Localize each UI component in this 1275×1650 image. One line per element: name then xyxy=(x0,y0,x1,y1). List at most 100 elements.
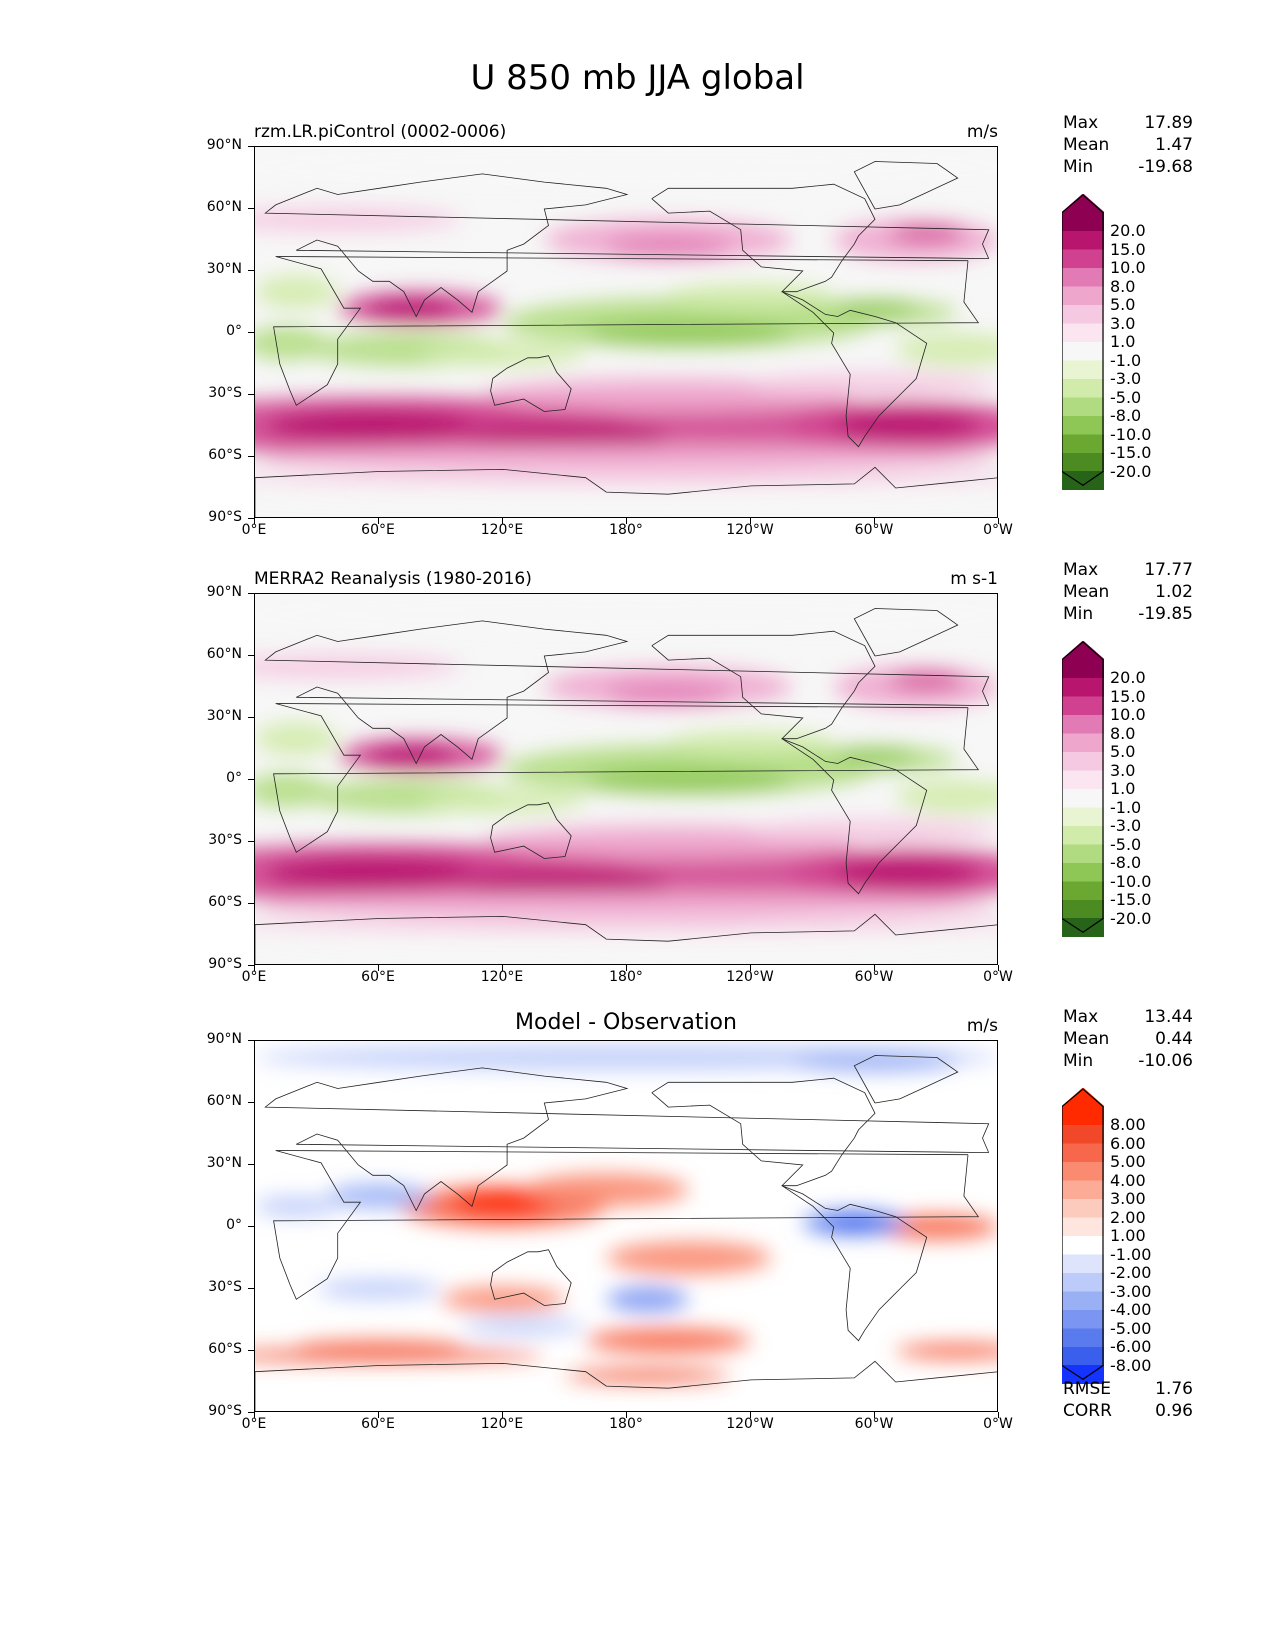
stat-mean-value: 1.02 xyxy=(1155,582,1193,602)
colorbar-segment xyxy=(1062,249,1104,269)
colorbar-segment xyxy=(1062,1365,1104,1384)
field-contour-blob xyxy=(668,283,834,309)
field-contour-blob xyxy=(751,819,997,845)
colorbar-level-label: 4.00 xyxy=(1110,1170,1146,1190)
colorbar-level-label: 20.0 xyxy=(1110,221,1146,240)
colorbar-level-label: 20.0 xyxy=(1110,668,1146,687)
stat-min-label: Min xyxy=(1063,604,1094,624)
colorbar-segment xyxy=(1062,1273,1104,1292)
x-tick-label: 0°E xyxy=(241,1416,267,1432)
colorbar-level-label: -3.0 xyxy=(1110,816,1142,835)
colorbar-level-label: 10.0 xyxy=(1110,258,1146,277)
colorbar xyxy=(1062,194,1104,490)
colorbar-level-label: 5.0 xyxy=(1110,742,1136,761)
field-contour-blob xyxy=(364,297,456,319)
colorbar-segment xyxy=(1062,641,1104,679)
field-contour-blob xyxy=(451,1189,555,1215)
field-contour-blob xyxy=(255,275,338,309)
map-svg xyxy=(255,147,997,517)
colorbar-segment xyxy=(1062,1088,1104,1126)
stat-min-label: Min xyxy=(1063,157,1094,177)
field-contour-blob xyxy=(255,916,997,933)
stat-max: Max 13.44 xyxy=(1063,1006,1193,1028)
y-tick-mark xyxy=(248,903,254,904)
x-tick-label: 180° xyxy=(609,522,643,538)
x-tick-label: 180° xyxy=(609,969,643,985)
colorbar-segment xyxy=(1062,1291,1104,1311)
x-tick-label: 0°E xyxy=(241,522,267,538)
colorbar-level-label: -10.0 xyxy=(1110,424,1152,444)
x-tick-mark xyxy=(502,965,503,971)
x-tick-label: 120°W xyxy=(726,522,774,538)
map-area xyxy=(254,146,998,518)
y-tick-label: 60°S xyxy=(208,894,242,910)
panel-units: m/s xyxy=(966,122,998,142)
y-tick-label: 30°S xyxy=(208,1279,242,1295)
y-tick-mark xyxy=(248,717,254,718)
y-tick-mark xyxy=(248,146,254,147)
stat-mean-value: 1.47 xyxy=(1155,135,1193,155)
field-contour-blob xyxy=(255,932,997,958)
colorbar-level-label: -20.0 xyxy=(1110,908,1152,928)
coastline xyxy=(264,620,990,765)
field-contour-blob xyxy=(585,1328,751,1354)
colorbar-segment xyxy=(1062,1143,1104,1163)
y-tick-label: 30°N xyxy=(206,708,242,724)
x-tick-mark xyxy=(998,965,999,971)
x-tick-label: 120°E xyxy=(480,969,524,985)
colorbar-level-label: 3.0 xyxy=(1110,760,1136,780)
colorbar-segment xyxy=(1062,900,1104,919)
colorbar-segment xyxy=(1062,752,1104,771)
field-contour-blob xyxy=(255,444,997,470)
panel-title: MERRA2 Reanalysis (1980-2016) xyxy=(254,569,532,589)
field-contour-blob xyxy=(255,722,338,756)
colorbar-segment xyxy=(1062,1199,1104,1218)
colorbar-segment xyxy=(1062,397,1104,417)
field-contour-blob xyxy=(833,411,979,441)
stat-mean-value: 0.44 xyxy=(1155,1029,1193,1049)
map-area xyxy=(254,593,998,965)
y-tick-label: 30°N xyxy=(206,261,242,277)
coastline xyxy=(490,355,572,412)
field-contour-blob xyxy=(829,1216,880,1230)
colorbar-level-label: 1.00 xyxy=(1110,1226,1146,1245)
colorbar-segment xyxy=(1062,1125,1104,1144)
field-contour-blob xyxy=(255,469,997,486)
stat-mean-label: Mean xyxy=(1063,582,1110,602)
coastline xyxy=(273,256,980,406)
colorbar-segment xyxy=(1062,342,1104,361)
colorbar-segment xyxy=(1062,434,1104,454)
coastline xyxy=(273,1150,980,1300)
coastline xyxy=(264,1067,990,1212)
field-contour-blob xyxy=(585,320,793,346)
colorbar-segment xyxy=(1062,323,1104,343)
field-contour-blob xyxy=(875,1214,997,1240)
colorbar-level-label: -10.0 xyxy=(1110,871,1152,891)
rmse-value: 1.76 xyxy=(1155,1379,1193,1399)
colorbar xyxy=(1062,641,1104,937)
x-tick-label: 0°W xyxy=(983,522,1013,538)
x-tick-mark xyxy=(378,1412,379,1418)
colorbar-segment xyxy=(1062,1347,1104,1366)
y-tick-label: 30°N xyxy=(206,1155,242,1171)
x-tick-label: 120°E xyxy=(480,522,524,538)
colorbar-level-label: -20.0 xyxy=(1110,461,1152,481)
stat-mean: Mean 0.44 xyxy=(1063,1028,1193,1050)
y-tick-mark xyxy=(248,1102,254,1103)
coastline xyxy=(781,738,928,895)
colorbar-level-label: -3.00 xyxy=(1110,1281,1152,1301)
colorbar-level-label: 1.0 xyxy=(1110,332,1136,351)
field-contour-blob xyxy=(461,870,669,896)
y-tick-label: 0° xyxy=(226,770,242,786)
colorbar-level-label: -8.0 xyxy=(1110,406,1142,425)
stat-mean: Mean 1.47 xyxy=(1063,134,1193,156)
y-tick-mark xyxy=(248,965,254,966)
coastline xyxy=(651,630,876,740)
x-tick-mark xyxy=(874,965,875,971)
field-contour-blob xyxy=(895,1342,997,1360)
x-tick-mark xyxy=(254,518,255,524)
y-tick-label: 30°S xyxy=(208,385,242,401)
stat-max-label: Max xyxy=(1063,1007,1099,1027)
y-tick-label: 90°N xyxy=(206,137,242,153)
field-contour-blob xyxy=(441,1286,565,1312)
